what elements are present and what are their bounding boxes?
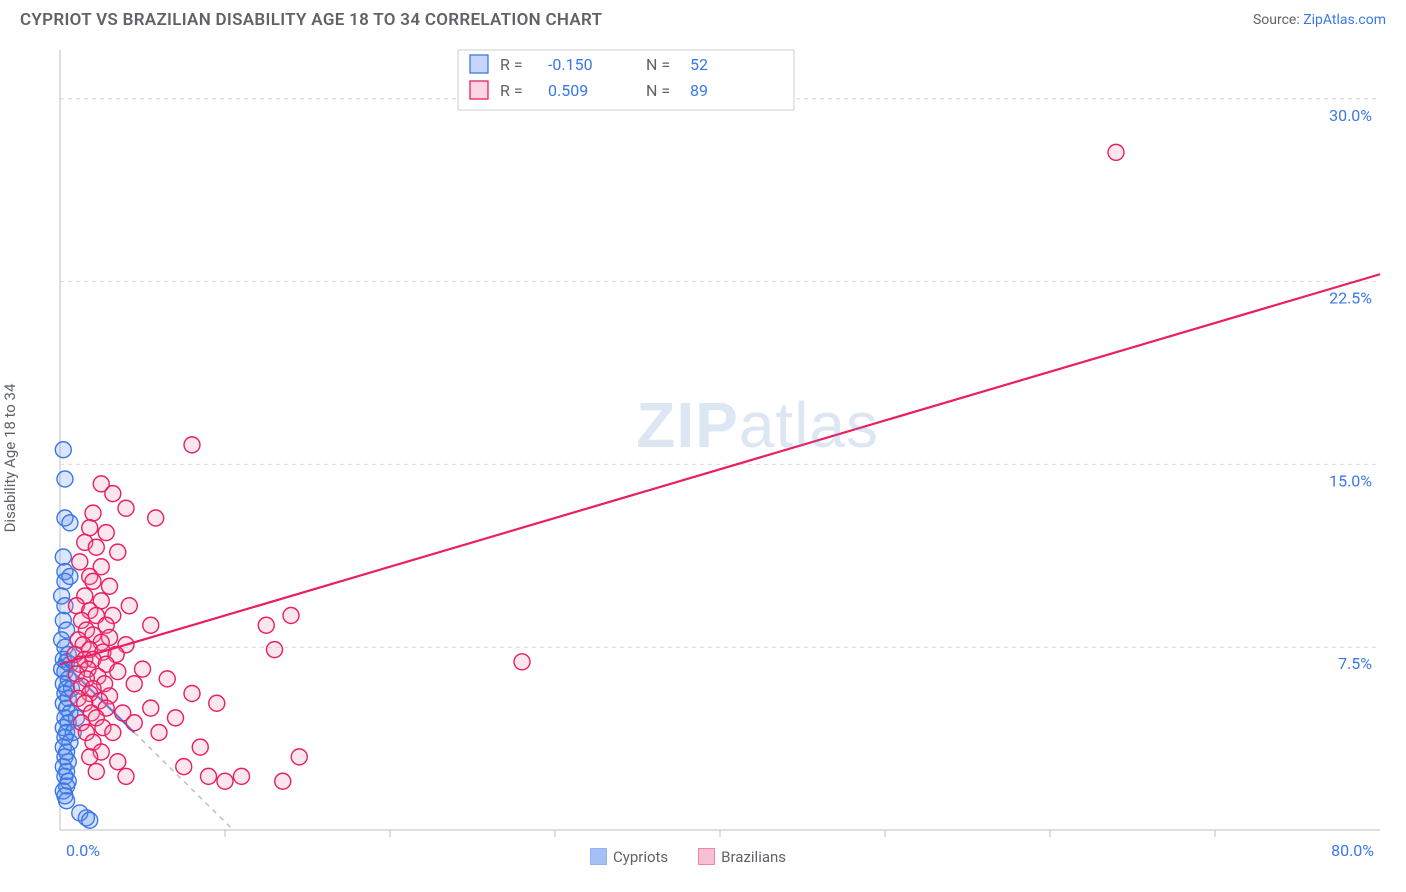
data-point-brazilians bbox=[118, 500, 134, 516]
chart-svg: 7.5%15.0%22.5%30.0%0.0%80.0%R =-0.150N =… bbox=[20, 44, 1386, 872]
source-prefix: Source: bbox=[1253, 12, 1303, 28]
data-point-brazilians bbox=[121, 598, 137, 614]
data-point-brazilians bbox=[105, 486, 121, 502]
y-tick-label: 22.5% bbox=[1329, 289, 1372, 308]
data-point-brazilians bbox=[148, 510, 164, 526]
data-point-brazilians bbox=[176, 759, 192, 775]
data-point-brazilians bbox=[291, 749, 307, 765]
source-link[interactable]: ZipAtlas.com bbox=[1303, 12, 1386, 28]
chart-source: Source: ZipAtlas.com bbox=[1253, 12, 1386, 28]
data-point-brazilians bbox=[135, 661, 151, 677]
footer-label-cypriots: Cypriots bbox=[613, 848, 668, 866]
legend-swatch-cypriots bbox=[470, 55, 488, 73]
data-point-brazilians bbox=[110, 544, 126, 560]
data-point-brazilians bbox=[234, 768, 250, 784]
data-point-brazilians bbox=[267, 642, 283, 658]
data-point-brazilians bbox=[201, 768, 217, 784]
data-point-brazilians bbox=[209, 695, 225, 711]
data-point-brazilians bbox=[82, 520, 98, 536]
data-point-brazilians bbox=[192, 739, 208, 755]
data-point-brazilians bbox=[258, 617, 274, 633]
data-point-cypriots bbox=[62, 515, 78, 531]
data-point-brazilians bbox=[184, 686, 200, 702]
data-point-brazilians bbox=[151, 725, 167, 741]
data-point-brazilians bbox=[85, 573, 101, 589]
y-tick-label: 30.0% bbox=[1329, 106, 1372, 125]
data-point-brazilians bbox=[82, 749, 98, 765]
data-point-brazilians bbox=[72, 554, 88, 570]
data-point-cypriots bbox=[57, 471, 73, 487]
data-point-cypriots bbox=[62, 569, 78, 585]
data-point-brazilians bbox=[143, 700, 159, 716]
y-tick-label: 7.5% bbox=[1338, 654, 1372, 673]
data-point-brazilians bbox=[168, 710, 184, 726]
data-point-brazilians bbox=[118, 768, 134, 784]
data-point-brazilians bbox=[126, 676, 142, 692]
data-point-brazilians bbox=[105, 725, 121, 741]
legend-n-label: N = bbox=[646, 55, 670, 74]
footer-swatch-cypriots bbox=[590, 848, 607, 865]
data-point-cypriots bbox=[55, 442, 71, 458]
data-point-cypriots bbox=[55, 549, 71, 565]
legend-swatch-brazilians bbox=[470, 81, 488, 99]
data-point-brazilians bbox=[126, 715, 142, 731]
legend-n-value: 52 bbox=[690, 55, 708, 74]
legend-n-value: 89 bbox=[690, 81, 708, 100]
data-point-brazilians bbox=[85, 505, 101, 521]
data-point-brazilians bbox=[159, 671, 175, 687]
footer-label-brazilians: Brazilians bbox=[721, 848, 786, 866]
data-point-brazilians bbox=[88, 539, 104, 555]
legend-r-label: R = bbox=[500, 81, 523, 100]
chart-area: Disability Age 18 to 34 ZIPatlas 7.5%15.… bbox=[20, 44, 1386, 872]
data-point-cypriots bbox=[59, 793, 75, 809]
data-point-brazilians bbox=[102, 578, 118, 594]
data-point-brazilians bbox=[88, 764, 104, 780]
data-point-brazilians bbox=[184, 437, 200, 453]
data-point-cypriots bbox=[82, 812, 98, 828]
data-point-brazilians bbox=[1108, 144, 1124, 160]
footer-swatch-brazilians bbox=[698, 848, 715, 865]
data-point-brazilians bbox=[143, 617, 159, 633]
legend-r-label: R = bbox=[500, 55, 523, 74]
legend-r-value: 0.509 bbox=[548, 81, 588, 100]
data-point-brazilians bbox=[514, 654, 530, 670]
y-axis-label: Disability Age 18 to 34 bbox=[1, 384, 19, 533]
data-point-brazilians bbox=[110, 754, 126, 770]
y-tick-label: 15.0% bbox=[1329, 471, 1372, 490]
footer-legend: Cypriots Brazilians bbox=[20, 848, 1386, 866]
data-point-brazilians bbox=[217, 773, 233, 789]
legend-n-label: N = bbox=[646, 81, 670, 100]
data-point-brazilians bbox=[110, 664, 126, 680]
data-point-brazilians bbox=[275, 773, 291, 789]
data-point-brazilians bbox=[98, 525, 114, 541]
chart-title: CYPRIOT VS BRAZILIAN DISABILITY AGE 18 T… bbox=[20, 10, 602, 30]
data-point-brazilians bbox=[283, 608, 299, 624]
legend-r-value: -0.150 bbox=[548, 55, 593, 74]
regression-brazilians bbox=[60, 274, 1380, 664]
